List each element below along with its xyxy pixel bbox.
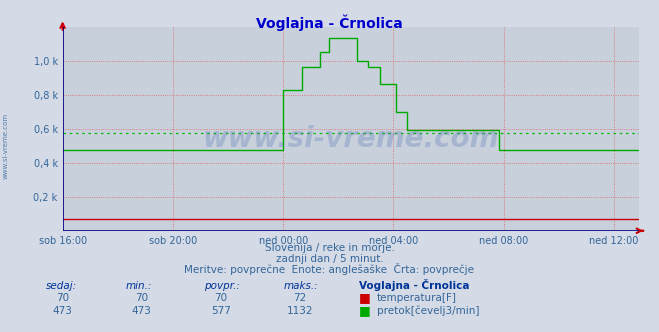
Text: 72: 72 [293, 293, 306, 303]
Text: www.si-vreme.com: www.si-vreme.com [203, 125, 499, 153]
Text: 473: 473 [132, 306, 152, 316]
Text: Voglajna - Črnolica: Voglajna - Črnolica [256, 15, 403, 32]
Text: 70: 70 [56, 293, 69, 303]
Text: min.:: min.: [125, 281, 152, 291]
Text: ■: ■ [358, 304, 370, 317]
Text: sedaj:: sedaj: [46, 281, 77, 291]
Text: povpr.:: povpr.: [204, 281, 240, 291]
Text: maks.:: maks.: [283, 281, 318, 291]
Text: 70: 70 [135, 293, 148, 303]
Text: 1132: 1132 [287, 306, 313, 316]
Text: 577: 577 [211, 306, 231, 316]
Text: www.si-vreme.com: www.si-vreme.com [2, 113, 9, 179]
Text: pretok[čevelj3/min]: pretok[čevelj3/min] [377, 305, 480, 316]
Text: ■: ■ [358, 291, 370, 304]
Text: 473: 473 [53, 306, 72, 316]
Text: Meritve: povprečne  Enote: anglešaške  Črta: povprečje: Meritve: povprečne Enote: anglešaške Črt… [185, 263, 474, 275]
Text: Voglajna - Črnolica: Voglajna - Črnolica [359, 279, 470, 291]
Text: 70: 70 [214, 293, 227, 303]
Text: Slovenija / reke in morje.: Slovenija / reke in morje. [264, 243, 395, 253]
Text: zadnji dan / 5 minut.: zadnji dan / 5 minut. [275, 254, 384, 264]
Text: temperatura[F]: temperatura[F] [377, 293, 457, 303]
